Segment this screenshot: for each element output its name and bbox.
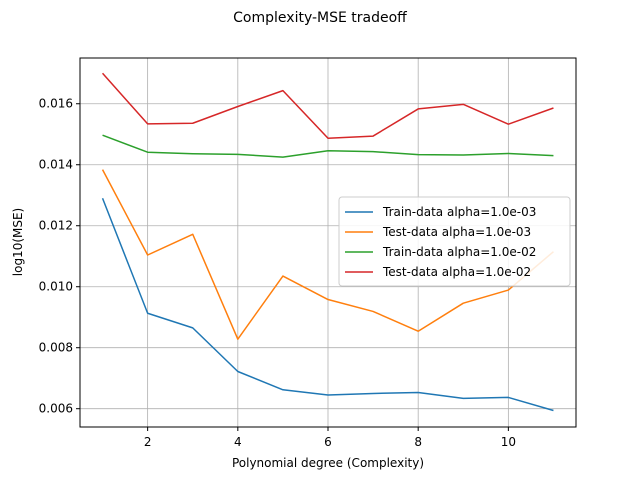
series-lines [101, 72, 554, 412]
y-tick-label: 0.014 [39, 158, 73, 172]
x-axis-label: Polynomial degree (Complexity) [232, 456, 424, 470]
y-axis-label: log10(MSE) [11, 208, 25, 276]
series-line-3 [102, 134, 554, 158]
series-line-2 [101, 169, 554, 340]
series-line-4 [101, 72, 554, 139]
legend-label-4: Test-data alpha=1.0e-02 [382, 265, 531, 279]
legend: Train-data alpha=1.0e-03 Test-data alpha=… [338, 196, 571, 287]
legend-box [338, 196, 571, 287]
y-tick-label: 0.012 [39, 219, 73, 233]
y-axis-ticks: 0.006 0.008 0.010 0.012 0.014 0.016 [39, 97, 80, 416]
x-tick-label: 6 [324, 435, 332, 449]
legend-label-1: Train-data alpha=1.0e-03 [382, 205, 536, 219]
x-tick-label: 10 [501, 435, 516, 449]
x-axis-ticks: 2 4 6 8 10 [144, 427, 516, 449]
series-line-1 [101, 198, 554, 412]
legend-label-3: Train-data alpha=1.0e-02 [382, 245, 536, 259]
chart-title: Complexity-MSE tradeoff [233, 10, 407, 26]
x-tick-label: 8 [414, 435, 422, 449]
y-tick-label: 0.006 [39, 402, 73, 416]
legend-label-2: Test-data alpha=1.0e-03 [382, 225, 531, 239]
y-tick-label: 0.010 [39, 280, 73, 294]
x-tick-label: 2 [144, 435, 152, 449]
x-tick-label: 4 [234, 435, 242, 449]
y-tick-label: 0.008 [39, 341, 73, 355]
y-tick-label: 0.016 [39, 97, 73, 111]
